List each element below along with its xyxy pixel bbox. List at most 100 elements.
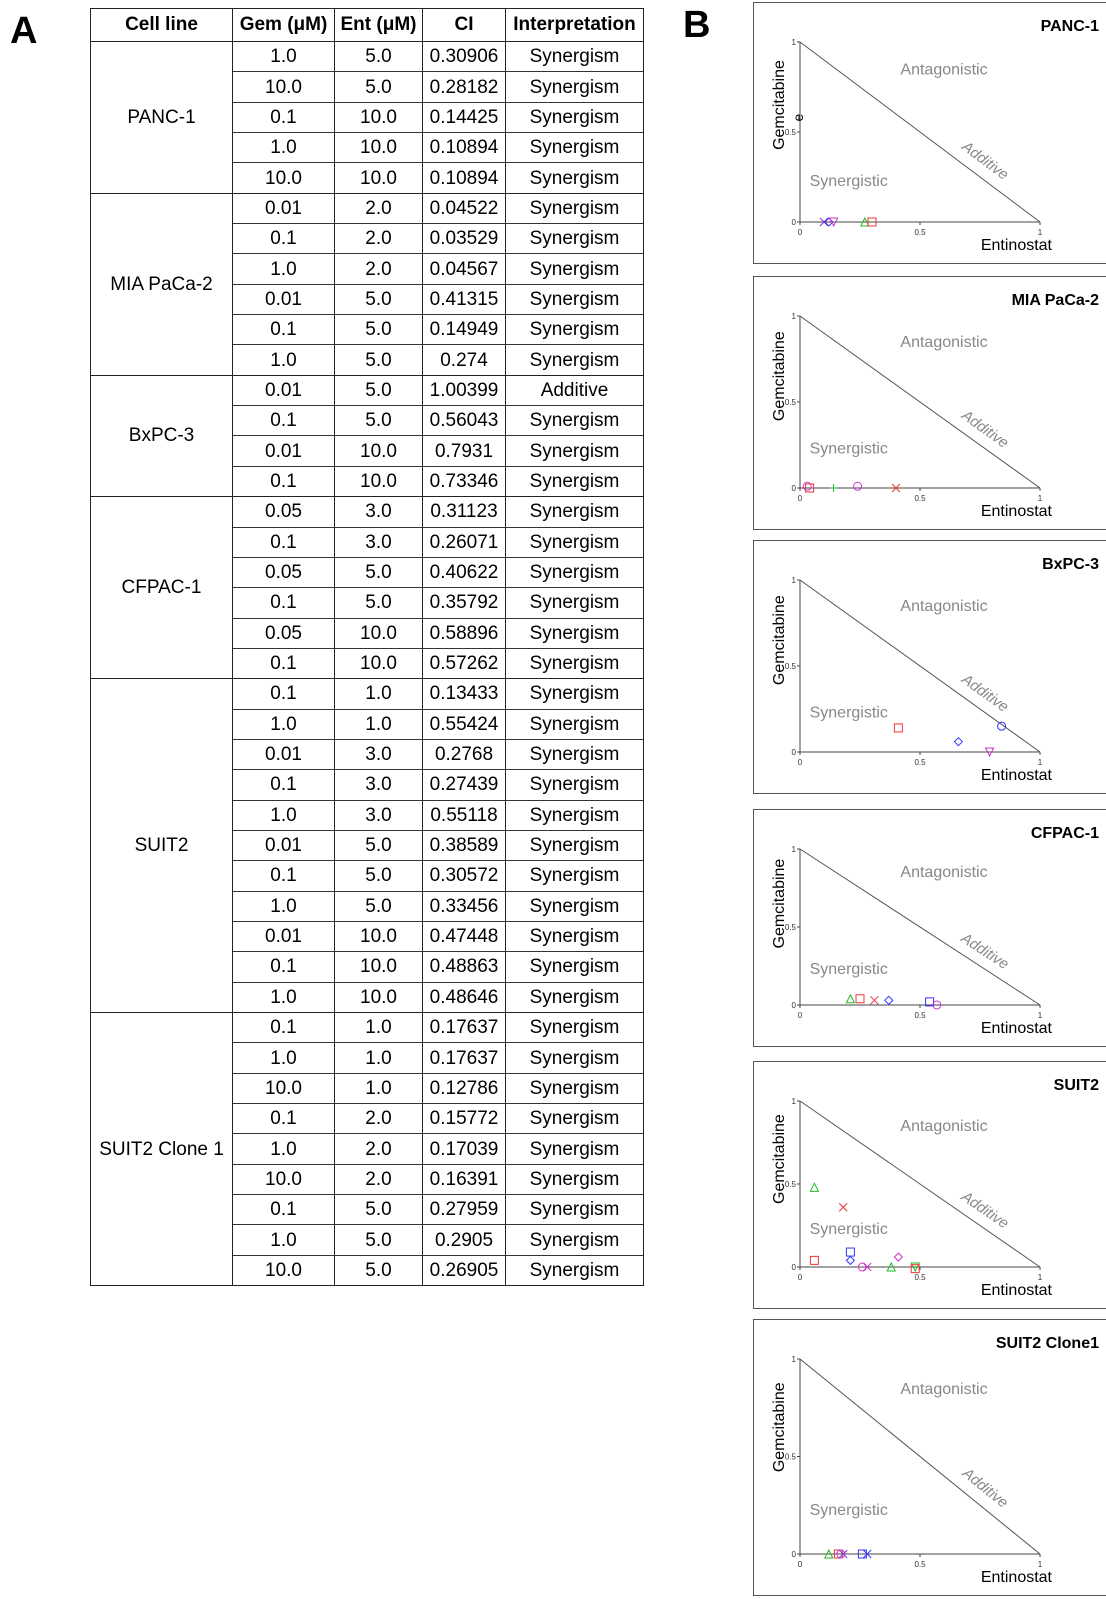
data-point-square xyxy=(833,1549,843,1559)
ci-value: 0.35792 xyxy=(422,587,506,619)
x-tick-label: 0.5 xyxy=(914,1011,926,1020)
table-row: 0.01 3.0 0.2768 Synergism xyxy=(91,739,644,771)
ent-value: 5.0 xyxy=(334,374,423,407)
table-row: SUIT2 Clone 1 0.1 1.0 0.17637 Synergism xyxy=(90,1011,644,1287)
gem-value: 1.0 xyxy=(232,1133,335,1165)
y-tick-label: 0 xyxy=(792,1263,797,1272)
ent-value: 5.0 xyxy=(334,587,423,619)
ci-value: 0.14425 xyxy=(422,102,506,134)
header-gem: Gem (μM) xyxy=(232,8,335,42)
ci-value: 0.28182 xyxy=(422,71,506,103)
ent-value: 10.0 xyxy=(334,982,423,1014)
ci-value: 0.15772 xyxy=(422,1103,506,1135)
cell-line-name: SUIT2 Clone 1 xyxy=(90,1011,233,1287)
y-tick-label: 0.5 xyxy=(785,1453,797,1462)
ci-value: 0.56043 xyxy=(422,405,506,437)
table-row: 0.1 5.0 0.56043 Synergism xyxy=(91,405,644,437)
data-point-square xyxy=(867,217,877,227)
isobologram-chart: 0 0 0.5 0.5 1 1 MIA PaCa-2 Entinostat Gemcitabin… xyxy=(753,276,1106,530)
additivity-line xyxy=(799,1100,1041,1268)
antagonistic-label: Antagonistic xyxy=(900,598,987,615)
table-row: 1.0 3.0 0.55118 Synergism xyxy=(91,800,644,831)
interpretation-value: Synergism xyxy=(505,830,644,862)
gem-value: 0.1 xyxy=(232,1103,335,1135)
ci-value: 0.48863 xyxy=(422,951,506,983)
data-point-triangle xyxy=(886,1261,897,1272)
antagonistic-label: Antagonistic xyxy=(900,864,987,881)
chart-title: MIA PaCa-2 xyxy=(1012,292,1100,309)
table-row: 0.1 2.0 0.03529 Synergism xyxy=(91,223,644,255)
data-point-circle xyxy=(932,1000,942,1010)
table-row: 1.0 1.0 0.55424 Synergism xyxy=(91,709,644,740)
table-row: 0.1 3.0 0.27439 Synergism xyxy=(91,769,644,801)
ci-value: 0.04522 xyxy=(422,192,506,225)
gem-value: 1.0 xyxy=(232,800,335,831)
interpretation-value: Synergism xyxy=(505,1011,644,1044)
data-point-square xyxy=(857,1549,867,1559)
ci-value: 0.27959 xyxy=(422,1194,506,1226)
antagonistic-label: Antagonistic xyxy=(900,334,987,351)
antagonistic-label: Antagonistic xyxy=(900,61,987,78)
ci-value: 0.40622 xyxy=(422,557,506,589)
ent-value: 10.0 xyxy=(334,435,423,467)
interpretation-value: Synergism xyxy=(505,557,644,589)
gem-value: 0.01 xyxy=(232,830,335,862)
ent-value: 5.0 xyxy=(334,40,423,73)
interpretation-value: Synergism xyxy=(505,587,644,619)
table-row: BxPC-3 0.01 5.0 1.00399 Additive xyxy=(90,374,644,498)
synergistic-label: Synergistic xyxy=(810,1502,888,1519)
x-axis-label: Entinostat xyxy=(981,1569,1053,1586)
synergistic-label: Synergistic xyxy=(810,441,888,458)
ci-value: 0.58896 xyxy=(422,618,506,649)
ci-value: 0.31123 xyxy=(422,496,506,528)
table-row: 0.01 5.0 0.41315 Synergism xyxy=(91,284,644,316)
gem-value: 0.1 xyxy=(232,648,335,680)
x-tick-label: 1 xyxy=(1038,228,1043,237)
antagonistic-label: Antagonistic xyxy=(900,1381,987,1398)
table-row: 10.0 2.0 0.16391 Synergism xyxy=(91,1164,644,1196)
interpretation-value: Synergism xyxy=(505,314,644,346)
gem-value: 0.1 xyxy=(232,587,335,619)
gem-value: 1.0 xyxy=(232,132,335,164)
x-tick-label: 0.5 xyxy=(914,1273,926,1282)
gem-value: 10.0 xyxy=(232,71,335,103)
data-point-x xyxy=(862,1262,872,1272)
ci-value: 0.57262 xyxy=(422,648,506,680)
gem-value: 0.01 xyxy=(232,374,335,407)
y-tick-label: 0.5 xyxy=(785,128,797,137)
interpretation-value: Synergism xyxy=(505,618,644,649)
interpretation-value: Synergism xyxy=(505,739,644,771)
y-tick-label: 1 xyxy=(792,38,797,47)
gem-value: 0.1 xyxy=(232,102,335,134)
x-tick-label: 0.5 xyxy=(914,1560,926,1569)
panel-b-label: B xyxy=(683,4,711,46)
data-point-square xyxy=(805,483,815,493)
data-point-triangle-down xyxy=(984,747,995,758)
interpretation-value: Synergism xyxy=(505,102,644,134)
ci-value: 0.26071 xyxy=(422,527,506,558)
data-point-circle xyxy=(853,481,863,491)
ent-value: 10.0 xyxy=(334,921,423,953)
interpretation-value: Additive xyxy=(505,374,644,407)
interpretation-value: Synergism xyxy=(505,800,644,831)
y-tick-label: 1 xyxy=(792,845,797,854)
gem-value: 0.01 xyxy=(232,921,335,953)
ent-value: 5.0 xyxy=(334,344,423,376)
y-tick-label: 0.5 xyxy=(785,1180,797,1189)
data-point-x xyxy=(838,1202,848,1212)
x-tick-label: 0.5 xyxy=(914,758,926,767)
table-row: 0.1 2.0 0.15772 Synergism xyxy=(91,1103,644,1135)
interpretation-value: Synergism xyxy=(505,132,644,164)
ent-value: 5.0 xyxy=(334,830,423,862)
data-point-square xyxy=(845,1247,855,1257)
interpretation-value: Synergism xyxy=(505,284,644,316)
ci-value: 0.04567 xyxy=(422,253,506,285)
data-point-circle xyxy=(836,1549,846,1559)
additive-label: Additive xyxy=(958,1464,1011,1511)
data-point-x xyxy=(891,483,901,493)
table-row: 0.1 3.0 0.26071 Synergism xyxy=(91,527,644,558)
gem-value: 0.1 xyxy=(232,951,335,983)
data-point-square xyxy=(855,994,865,1004)
cell-line-name: MIA PaCa-2 xyxy=(90,192,233,376)
ci-value: 0.12786 xyxy=(422,1073,506,1105)
